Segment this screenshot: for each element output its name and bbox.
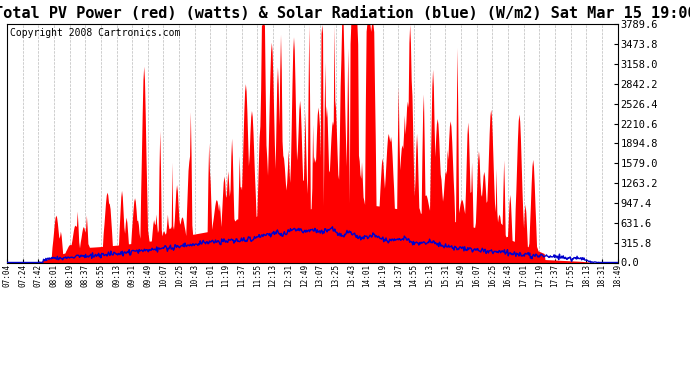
Text: Copyright 2008 Cartronics.com: Copyright 2008 Cartronics.com xyxy=(10,28,180,38)
Text: Total PV Power (red) (watts) & Solar Radiation (blue) (W/m2) Sat Mar 15 19:00: Total PV Power (red) (watts) & Solar Rad… xyxy=(0,6,690,21)
